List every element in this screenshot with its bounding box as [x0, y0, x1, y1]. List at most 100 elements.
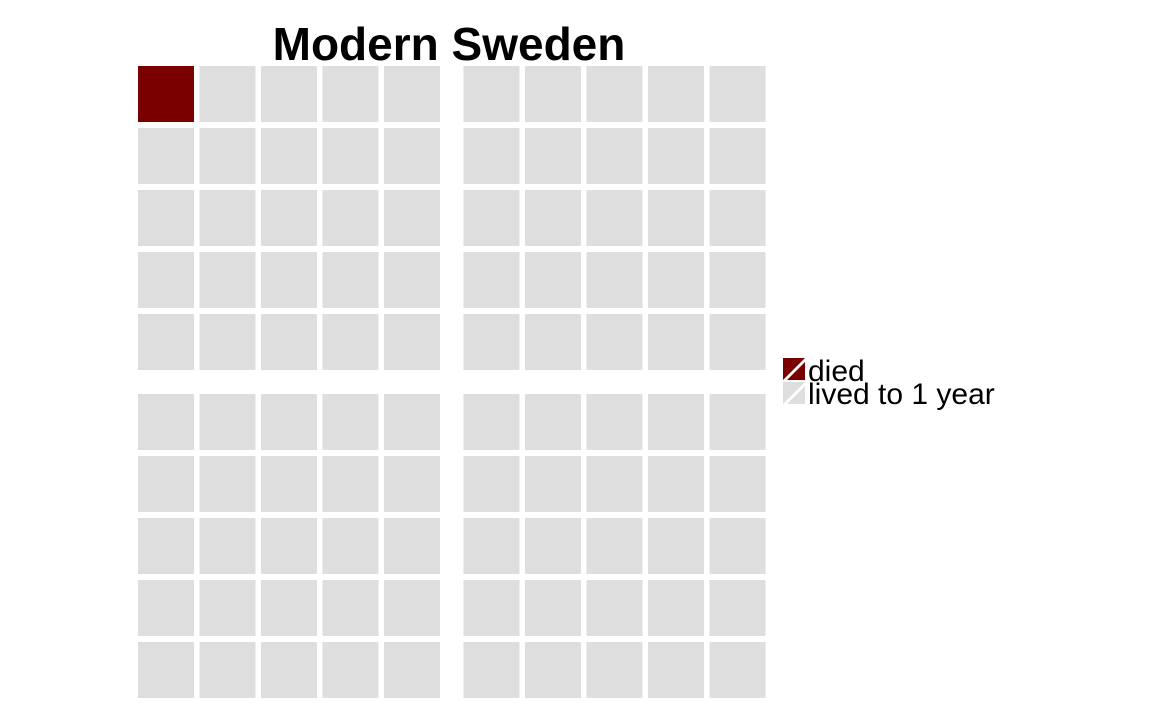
waffle-cell-lived [525, 128, 581, 184]
waffle-cell-lived [384, 190, 440, 246]
waffle-cell-lived [199, 190, 256, 246]
waffle-cell-lived [463, 252, 520, 308]
waffle-cell-lived [463, 642, 520, 698]
waffle-cell-lived [322, 252, 379, 308]
waffle-cell-lived [648, 394, 704, 450]
waffle-cell-lived [586, 518, 643, 574]
waffle-cell-lived [199, 456, 256, 512]
waffle-cell-lived [138, 642, 194, 698]
waffle-cell-lived [384, 314, 440, 370]
waffle-cell-lived [322, 580, 379, 636]
waffle-cell-lived [586, 456, 643, 512]
waffle-cell-lived [463, 518, 520, 574]
waffle-cell-lived [525, 642, 581, 698]
waffle-cell-lived [586, 314, 643, 370]
waffle-cell-lived [525, 252, 581, 308]
legend-swatch-died-b [787, 362, 805, 380]
waffle-cell-lived [322, 66, 379, 122]
waffle-cell-lived [648, 456, 704, 512]
waffle-cell-lived [261, 394, 317, 450]
waffle-cell-lived [384, 394, 440, 450]
waffle-cell-lived [138, 128, 194, 184]
waffle-cell-lived [138, 456, 194, 512]
waffle-cell-lived [322, 394, 379, 450]
waffle-cell-lived [384, 456, 440, 512]
legend-swatch-died [783, 358, 805, 380]
waffle-cell-lived [384, 518, 440, 574]
waffle-cell-lived [463, 456, 520, 512]
waffle-cell-lived [322, 518, 379, 574]
legend-label-died: died [808, 355, 865, 388]
waffle-grid [138, 66, 766, 698]
waffle-cell-lived [648, 128, 704, 184]
waffle-cell-lived [322, 456, 379, 512]
legend-item-died: died [783, 355, 865, 388]
waffle-cell-lived [525, 66, 581, 122]
waffle-cell-lived [261, 66, 317, 122]
waffle-cell-lived [322, 190, 379, 246]
waffle-cell-lived [138, 394, 194, 450]
waffle-cell-lived [586, 252, 643, 308]
waffle-cell-lived [199, 642, 256, 698]
waffle-cell-lived [384, 252, 440, 308]
waffle-cell-lived [199, 314, 256, 370]
waffle-cell-lived [261, 252, 317, 308]
waffle-cell-lived [261, 128, 317, 184]
legend-swatch-lived-b [787, 386, 805, 404]
waffle-cell-lived [709, 314, 766, 370]
legend-swatch-lived [783, 382, 805, 404]
waffle-cell-lived [709, 518, 766, 574]
waffle-cell-lived [525, 518, 581, 574]
waffle-cell-lived [261, 642, 317, 698]
chart-title: Modern Sweden [273, 18, 626, 70]
waffle-cell-lived [199, 580, 256, 636]
waffle-cell-lived [525, 394, 581, 450]
waffle-cell-lived [709, 456, 766, 512]
waffle-cell-lived [138, 518, 194, 574]
waffle-cell-lived [586, 394, 643, 450]
waffle-cell-lived [525, 314, 581, 370]
waffle-cell-lived [322, 642, 379, 698]
waffle-cell-lived [586, 128, 643, 184]
waffle-cell-lived [648, 314, 704, 370]
waffle-cell-lived [709, 642, 766, 698]
waffle-cell-lived [709, 190, 766, 246]
waffle-cell-lived [261, 518, 317, 574]
waffle-cell-lived [199, 66, 256, 122]
waffle-cell-lived [384, 580, 440, 636]
waffle-cell-lived [525, 456, 581, 512]
waffle-cell-lived [138, 580, 194, 636]
waffle-cell-lived [709, 394, 766, 450]
waffle-cell-lived [384, 642, 440, 698]
waffle-cell-lived [586, 190, 643, 246]
waffle-cell-lived [648, 252, 704, 308]
waffle-cell-lived [384, 66, 440, 122]
waffle-cell-lived [709, 580, 766, 636]
legend: died lived to 1 year [783, 355, 995, 411]
waffle-cell-lived [261, 580, 317, 636]
waffle-cell-lived [463, 394, 520, 450]
waffle-cell-lived [384, 128, 440, 184]
waffle-cell-lived [586, 580, 643, 636]
legend-label-lived: lived to 1 year [808, 378, 995, 411]
waffle-cell-lived [709, 66, 766, 122]
waffle-cell-died [138, 66, 194, 122]
waffle-cell-lived [261, 190, 317, 246]
waffle-cell-lived [138, 252, 194, 308]
waffle-cell-lived [709, 252, 766, 308]
waffle-cell-lived [648, 66, 704, 122]
waffle-cell-lived [199, 128, 256, 184]
waffle-cell-lived [463, 190, 520, 246]
waffle-cell-lived [525, 190, 581, 246]
waffle-cell-lived [709, 128, 766, 184]
legend-item-lived: lived to 1 year [783, 378, 995, 411]
waffle-cell-lived [261, 456, 317, 512]
waffle-cell-lived [586, 66, 643, 122]
waffle-cell-lived [586, 642, 643, 698]
waffle-cell-lived [322, 314, 379, 370]
waffle-cell-lived [463, 66, 520, 122]
waffle-cell-lived [138, 314, 194, 370]
waffle-cell-lived [463, 314, 520, 370]
waffle-cell-lived [648, 580, 704, 636]
